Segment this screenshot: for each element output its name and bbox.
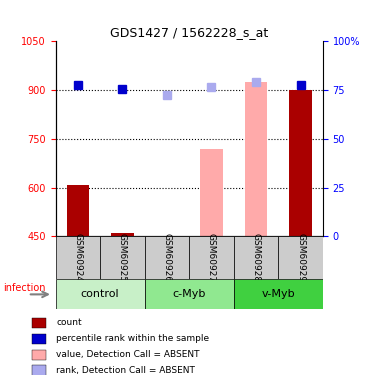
Title: GDS1427 / 1562228_s_at: GDS1427 / 1562228_s_at <box>110 26 268 39</box>
Bar <box>32 318 46 328</box>
Text: count: count <box>56 318 82 327</box>
Text: percentile rank within the sample: percentile rank within the sample <box>56 334 209 343</box>
Text: GSM60926: GSM60926 <box>162 233 171 282</box>
FancyBboxPatch shape <box>56 236 100 279</box>
Text: infection: infection <box>3 284 45 293</box>
FancyBboxPatch shape <box>145 236 189 279</box>
Text: c-Myb: c-Myb <box>173 290 206 299</box>
FancyBboxPatch shape <box>234 236 278 279</box>
Text: GSM60924: GSM60924 <box>73 233 82 282</box>
FancyBboxPatch shape <box>145 279 234 309</box>
FancyBboxPatch shape <box>100 236 145 279</box>
Bar <box>289 90 312 236</box>
Text: rank, Detection Call = ABSENT: rank, Detection Call = ABSENT <box>56 366 195 375</box>
Bar <box>111 233 134 236</box>
Text: GSM60928: GSM60928 <box>252 233 260 282</box>
Text: value, Detection Call = ABSENT: value, Detection Call = ABSENT <box>56 350 200 359</box>
FancyBboxPatch shape <box>189 236 234 279</box>
Bar <box>32 350 46 360</box>
FancyBboxPatch shape <box>56 279 145 309</box>
Text: GSM60927: GSM60927 <box>207 233 216 282</box>
Text: GSM60929: GSM60929 <box>296 233 305 282</box>
FancyBboxPatch shape <box>278 236 323 279</box>
Bar <box>200 148 223 236</box>
Text: v-Myb: v-Myb <box>262 290 295 299</box>
Text: control: control <box>81 290 119 299</box>
Bar <box>32 365 46 375</box>
Text: GSM60925: GSM60925 <box>118 233 127 282</box>
Bar <box>67 185 89 236</box>
FancyBboxPatch shape <box>234 279 323 309</box>
Bar <box>245 82 267 236</box>
Bar <box>32 334 46 344</box>
